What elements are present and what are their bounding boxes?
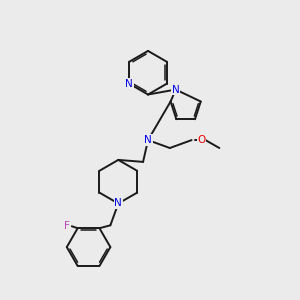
Text: N: N xyxy=(172,85,180,94)
Text: N: N xyxy=(144,135,152,145)
Text: N: N xyxy=(114,199,122,208)
Text: F: F xyxy=(64,221,70,231)
Text: O: O xyxy=(197,135,206,145)
Text: N: N xyxy=(125,79,133,88)
